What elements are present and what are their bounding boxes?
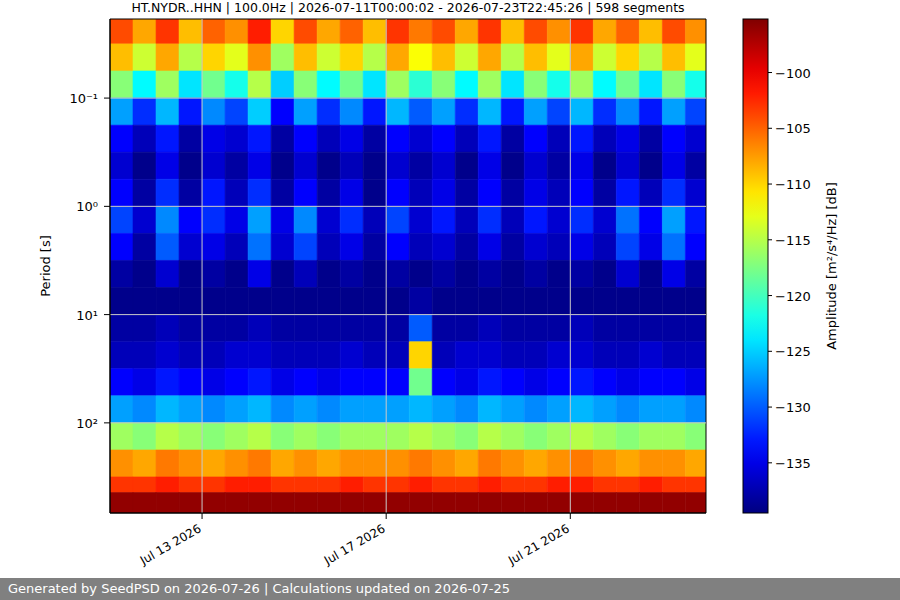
svg-text:Jul 21 2026: Jul 21 2026 [505, 521, 572, 568]
svg-text:10²: 10² [76, 416, 98, 431]
svg-text:−105: −105 [775, 121, 811, 136]
svg-text:Period [s]: Period [s] [38, 235, 53, 297]
svg-text:Amplitude [m²/s⁴/Hz] [dB]: Amplitude [m²/s⁴/Hz] [dB] [824, 182, 839, 350]
svg-text:Jul 13 2026: Jul 13 2026 [137, 521, 204, 568]
svg-text:−100: −100 [775, 66, 811, 81]
svg-text:−130: −130 [775, 400, 811, 415]
svg-text:10⁰: 10⁰ [76, 199, 98, 214]
svg-text:−120: −120 [775, 289, 811, 304]
svg-text:10¹: 10¹ [76, 308, 98, 323]
html-text:Generated by SeedPSD on 2026-0: Generated by SeedPSD on 2026-07-26 | Cal… [8, 581, 510, 596]
svg-text:10⁻¹: 10⁻¹ [69, 91, 98, 106]
svg-text:Jul 17 2026: Jul 17 2026 [321, 521, 388, 568]
svg-text:−125: −125 [775, 344, 811, 359]
svg-text:−110: −110 [775, 177, 811, 192]
html-text:HT.NYDR..HHN | 100.0Hz | 2026-: HT.NYDR..HHN | 100.0Hz | 2026-07-11T00:0… [131, 0, 685, 15]
svg-text:−115: −115 [775, 233, 811, 248]
svg-text:−135: −135 [775, 456, 811, 471]
